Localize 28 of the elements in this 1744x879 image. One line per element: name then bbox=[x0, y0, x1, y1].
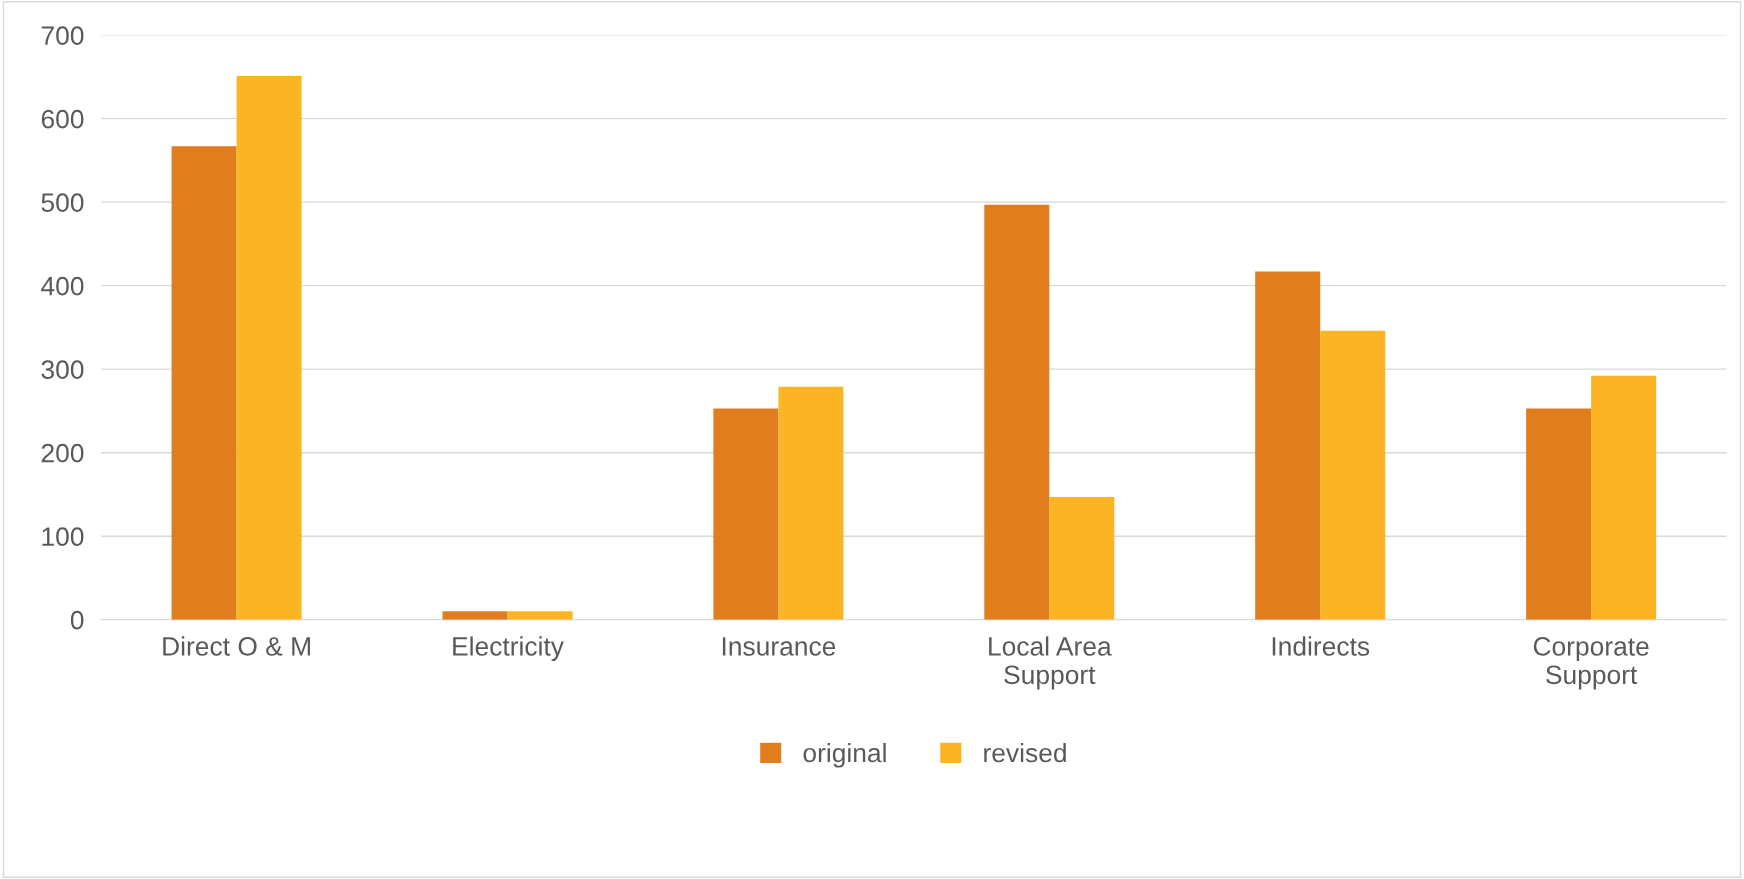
y-tick-label: 700 bbox=[41, 26, 84, 45]
y-tick-label: 0 bbox=[70, 610, 84, 630]
x-tick-label: Local Area Support bbox=[989, 636, 1112, 690]
bar bbox=[507, 611, 573, 620]
bar bbox=[1320, 330, 1386, 620]
bar bbox=[442, 611, 508, 620]
x-tick-label: Insurance bbox=[722, 637, 836, 656]
x-tick-label: Indirects bbox=[1272, 636, 1370, 656]
y-tick-label: 200 bbox=[41, 443, 84, 463]
bar bbox=[984, 204, 1050, 620]
bar bbox=[778, 386, 844, 620]
y-tick-label: 600 bbox=[41, 109, 84, 129]
bar bbox=[1591, 375, 1657, 620]
y-tick-label: 500 bbox=[41, 193, 84, 212]
bar bbox=[1526, 408, 1592, 620]
legend-label: revised bbox=[984, 742, 1066, 763]
legend-label: original bbox=[803, 742, 886, 768]
bar bbox=[236, 76, 302, 620]
bar bbox=[1255, 271, 1321, 620]
y-tick-label: 400 bbox=[41, 276, 84, 296]
x-tick-label: Direct O & M bbox=[163, 636, 310, 656]
x-tick-label: Electricity bbox=[453, 636, 564, 661]
x-tick-label: Corporate Support bbox=[1533, 637, 1649, 690]
y-tick-label: 300 bbox=[41, 360, 84, 379]
bar bbox=[1049, 496, 1115, 620]
bar bbox=[171, 146, 237, 620]
y-tick-label: 100 bbox=[42, 527, 84, 547]
bar bbox=[713, 408, 779, 620]
